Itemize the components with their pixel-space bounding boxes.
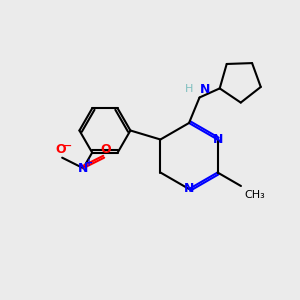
Text: O: O	[100, 143, 111, 156]
Text: H: H	[184, 85, 193, 94]
Text: +: +	[85, 158, 93, 168]
Text: N: N	[78, 162, 88, 175]
Text: N: N	[212, 133, 223, 146]
Text: −: −	[63, 141, 72, 151]
Text: CH₃: CH₃	[244, 190, 265, 200]
Text: O: O	[56, 143, 66, 156]
Text: N: N	[200, 83, 210, 96]
Text: N: N	[184, 182, 194, 196]
